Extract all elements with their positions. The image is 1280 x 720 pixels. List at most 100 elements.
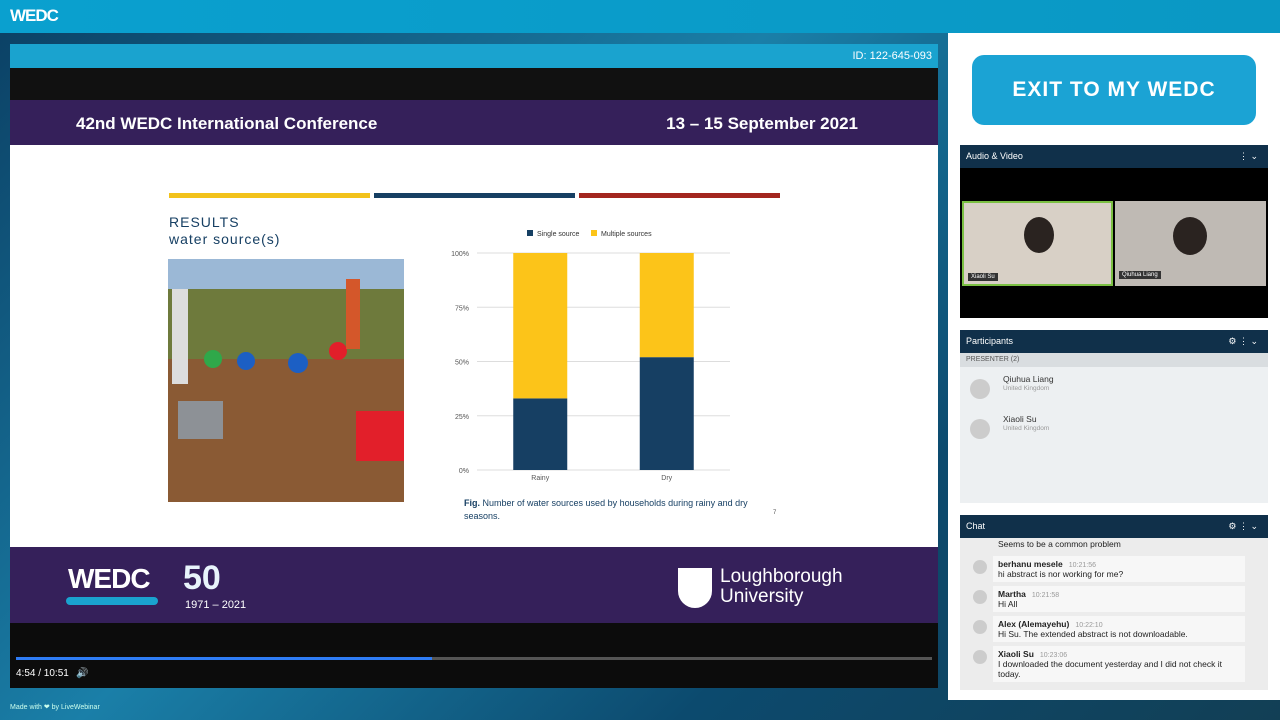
time: 10:22:10 <box>1075 622 1103 629</box>
legend-swatch <box>591 230 597 236</box>
participant-name: Qiuhua Liang <box>1003 374 1054 384</box>
avatar <box>970 379 990 399</box>
panel-icons[interactable]: ⚙ ⋮ ⌄ <box>1228 521 1258 531</box>
bar-segment <box>513 253 568 399</box>
letterbox <box>10 68 938 100</box>
legend-label: Single source <box>537 231 580 238</box>
subheading: water source(s) <box>169 231 281 247</box>
x-tick-label: Rainy <box>531 475 549 482</box>
avatar <box>970 419 990 439</box>
chat-message: berhanu mesele 10:21:56 hi abstract is nor… <box>993 556 1245 582</box>
controls: 4:54 / 10:51 🔊 <box>10 623 938 688</box>
university-1: Loughborough <box>720 566 843 587</box>
progress-fill <box>16 657 432 660</box>
video-area: Xiaoli Su Qiuhua Liang <box>960 168 1268 318</box>
person <box>1173 217 1207 255</box>
bar-segment <box>513 398 568 470</box>
y-tick-label: 0% <box>459 468 469 475</box>
bar-segment <box>639 253 694 358</box>
anniversary: 50 <box>183 559 221 597</box>
avatar <box>973 590 987 604</box>
video-tile: Xiaoli Su <box>962 201 1113 286</box>
video-tile: Qiuhua Liang <box>1115 201 1266 286</box>
panel-header: Participants ⚙ ⋮ ⌄ <box>960 330 1268 353</box>
avatar <box>973 650 987 664</box>
message-text: Hi Su. The extended abstract is not down… <box>998 629 1188 639</box>
made-with: Made with ❤ by LiveWebinar <box>10 704 100 711</box>
caption: Fig. Number of water sources used by hou… <box>464 497 764 523</box>
slide-title: 42nd WEDC International Conference <box>76 114 378 133</box>
caption-text: Number of water sources used by househol… <box>464 498 748 521</box>
slide-footer: WEDC 50 1971 – 2021 Loughborough Univers… <box>10 547 938 623</box>
bar-segment <box>639 357 694 470</box>
caption-label: Fig. <box>464 498 480 508</box>
slide-header: 42nd WEDC International Conference 13 – … <box>10 100 938 145</box>
y-tick-label: 50% <box>455 360 469 367</box>
collapse-icon[interactable]: ⋮ ⌄ <box>1238 151 1258 161</box>
panel-header: Audio & Video ⋮ ⌄ <box>960 145 1268 168</box>
y-tick-label: 75% <box>455 305 469 312</box>
message-head: Martha 10:21:58 <box>998 589 1240 599</box>
tile-label: Qiuhua Liang <box>1119 271 1161 279</box>
panel-title: Audio & Video <box>966 151 1023 161</box>
footer-logo: WEDC <box>68 563 151 594</box>
participant-location: United Kingdom <box>1003 385 1050 392</box>
message-head: Xiaoli Su 10:23:06 <box>998 649 1240 659</box>
chat-message: Alex (Alemayehu) 10:22:10 Hi Su. The exten… <box>993 616 1245 642</box>
heading: RESULTS <box>169 214 240 230</box>
id-strip: ID: 122-645-093 <box>10 44 938 68</box>
panel-header: Chat ⚙ ⋮ ⌄ <box>960 515 1268 538</box>
group: PRESENTER <box>966 356 1009 363</box>
crest <box>678 568 712 608</box>
progress-track[interactable] <box>16 657 932 660</box>
slide-dates: 13 – 15 September 2021 <box>666 114 858 133</box>
rule <box>579 193 780 198</box>
panel-title: Chat <box>966 521 986 531</box>
author: Xiaoli Su <box>998 649 1034 659</box>
volume-icon[interactable]: 🔊 <box>76 668 89 679</box>
participant-name: Xiaoli Su <box>1003 414 1037 424</box>
time: 10:21:58 <box>1031 592 1060 599</box>
chart: 0% 25% 50% 75% 100% Single source Multiple sou… <box>451 230 730 482</box>
legend-label: Multiple sources <box>601 231 652 238</box>
photo <box>168 259 404 502</box>
chat-message: Martha 10:21:58 Hi All <box>993 586 1245 612</box>
time: 10:23:06 <box>1039 652 1068 659</box>
top-bar: WEDC <box>0 0 1280 33</box>
count: (2) <box>1010 356 1020 363</box>
exit-button[interactable]: EXIT TO MY WEDC <box>972 55 1256 125</box>
y-tick-label: 100% <box>451 251 469 258</box>
message-text: Hi All <box>998 599 1018 609</box>
message-text: hi abstract is nor working for me? <box>998 569 1124 579</box>
slide-body: RESULTS water source(s) 0% 25% 50% 75% 100% S… <box>10 145 938 547</box>
legend-swatch <box>527 230 533 236</box>
rule <box>374 193 575 198</box>
participants-list: PRESENTER (2) Qiuhua Liang United Kingdo… <box>960 353 1268 503</box>
meeting-id: ID: 122-645-093 <box>852 50 933 62</box>
panel-icons[interactable]: ⚙ ⋮ ⌄ <box>1228 336 1258 346</box>
author: Martha <box>998 589 1026 599</box>
logo[interactable]: WEDC <box>10 6 59 25</box>
group-row: PRESENTER (2) <box>960 353 1268 367</box>
message-head: berhanu mesele 10:21:56 <box>998 559 1240 569</box>
years: 1971 – 2021 <box>185 599 247 611</box>
author: Alex (Alemayehu) <box>998 619 1070 629</box>
chat-message: Xiaoli Su 10:23:06 I downloaded the docume… <box>993 646 1245 682</box>
avatar <box>973 560 987 574</box>
avatar <box>973 620 987 634</box>
participant-location: United Kingdom <box>1003 425 1050 432</box>
y-tick-label: 25% <box>455 414 469 421</box>
page-number: 7 <box>773 510 777 516</box>
tile-label: Xiaoli Su <box>968 273 998 281</box>
university-2: University <box>720 586 804 607</box>
author: berhanu mesele <box>998 559 1063 569</box>
person <box>1024 217 1054 253</box>
panel-title: Participants <box>966 336 1014 346</box>
x-tick-label: Dry <box>661 475 672 482</box>
message-text: I downloaded the document yesterday and … <box>998 659 1222 679</box>
rule <box>169 193 370 198</box>
chat-partial: Seems to be a common problem <box>998 539 1121 549</box>
time: 10:21:56 <box>1068 562 1096 569</box>
message-head: Alex (Alemayehu) 10:22:10 <box>998 619 1240 629</box>
